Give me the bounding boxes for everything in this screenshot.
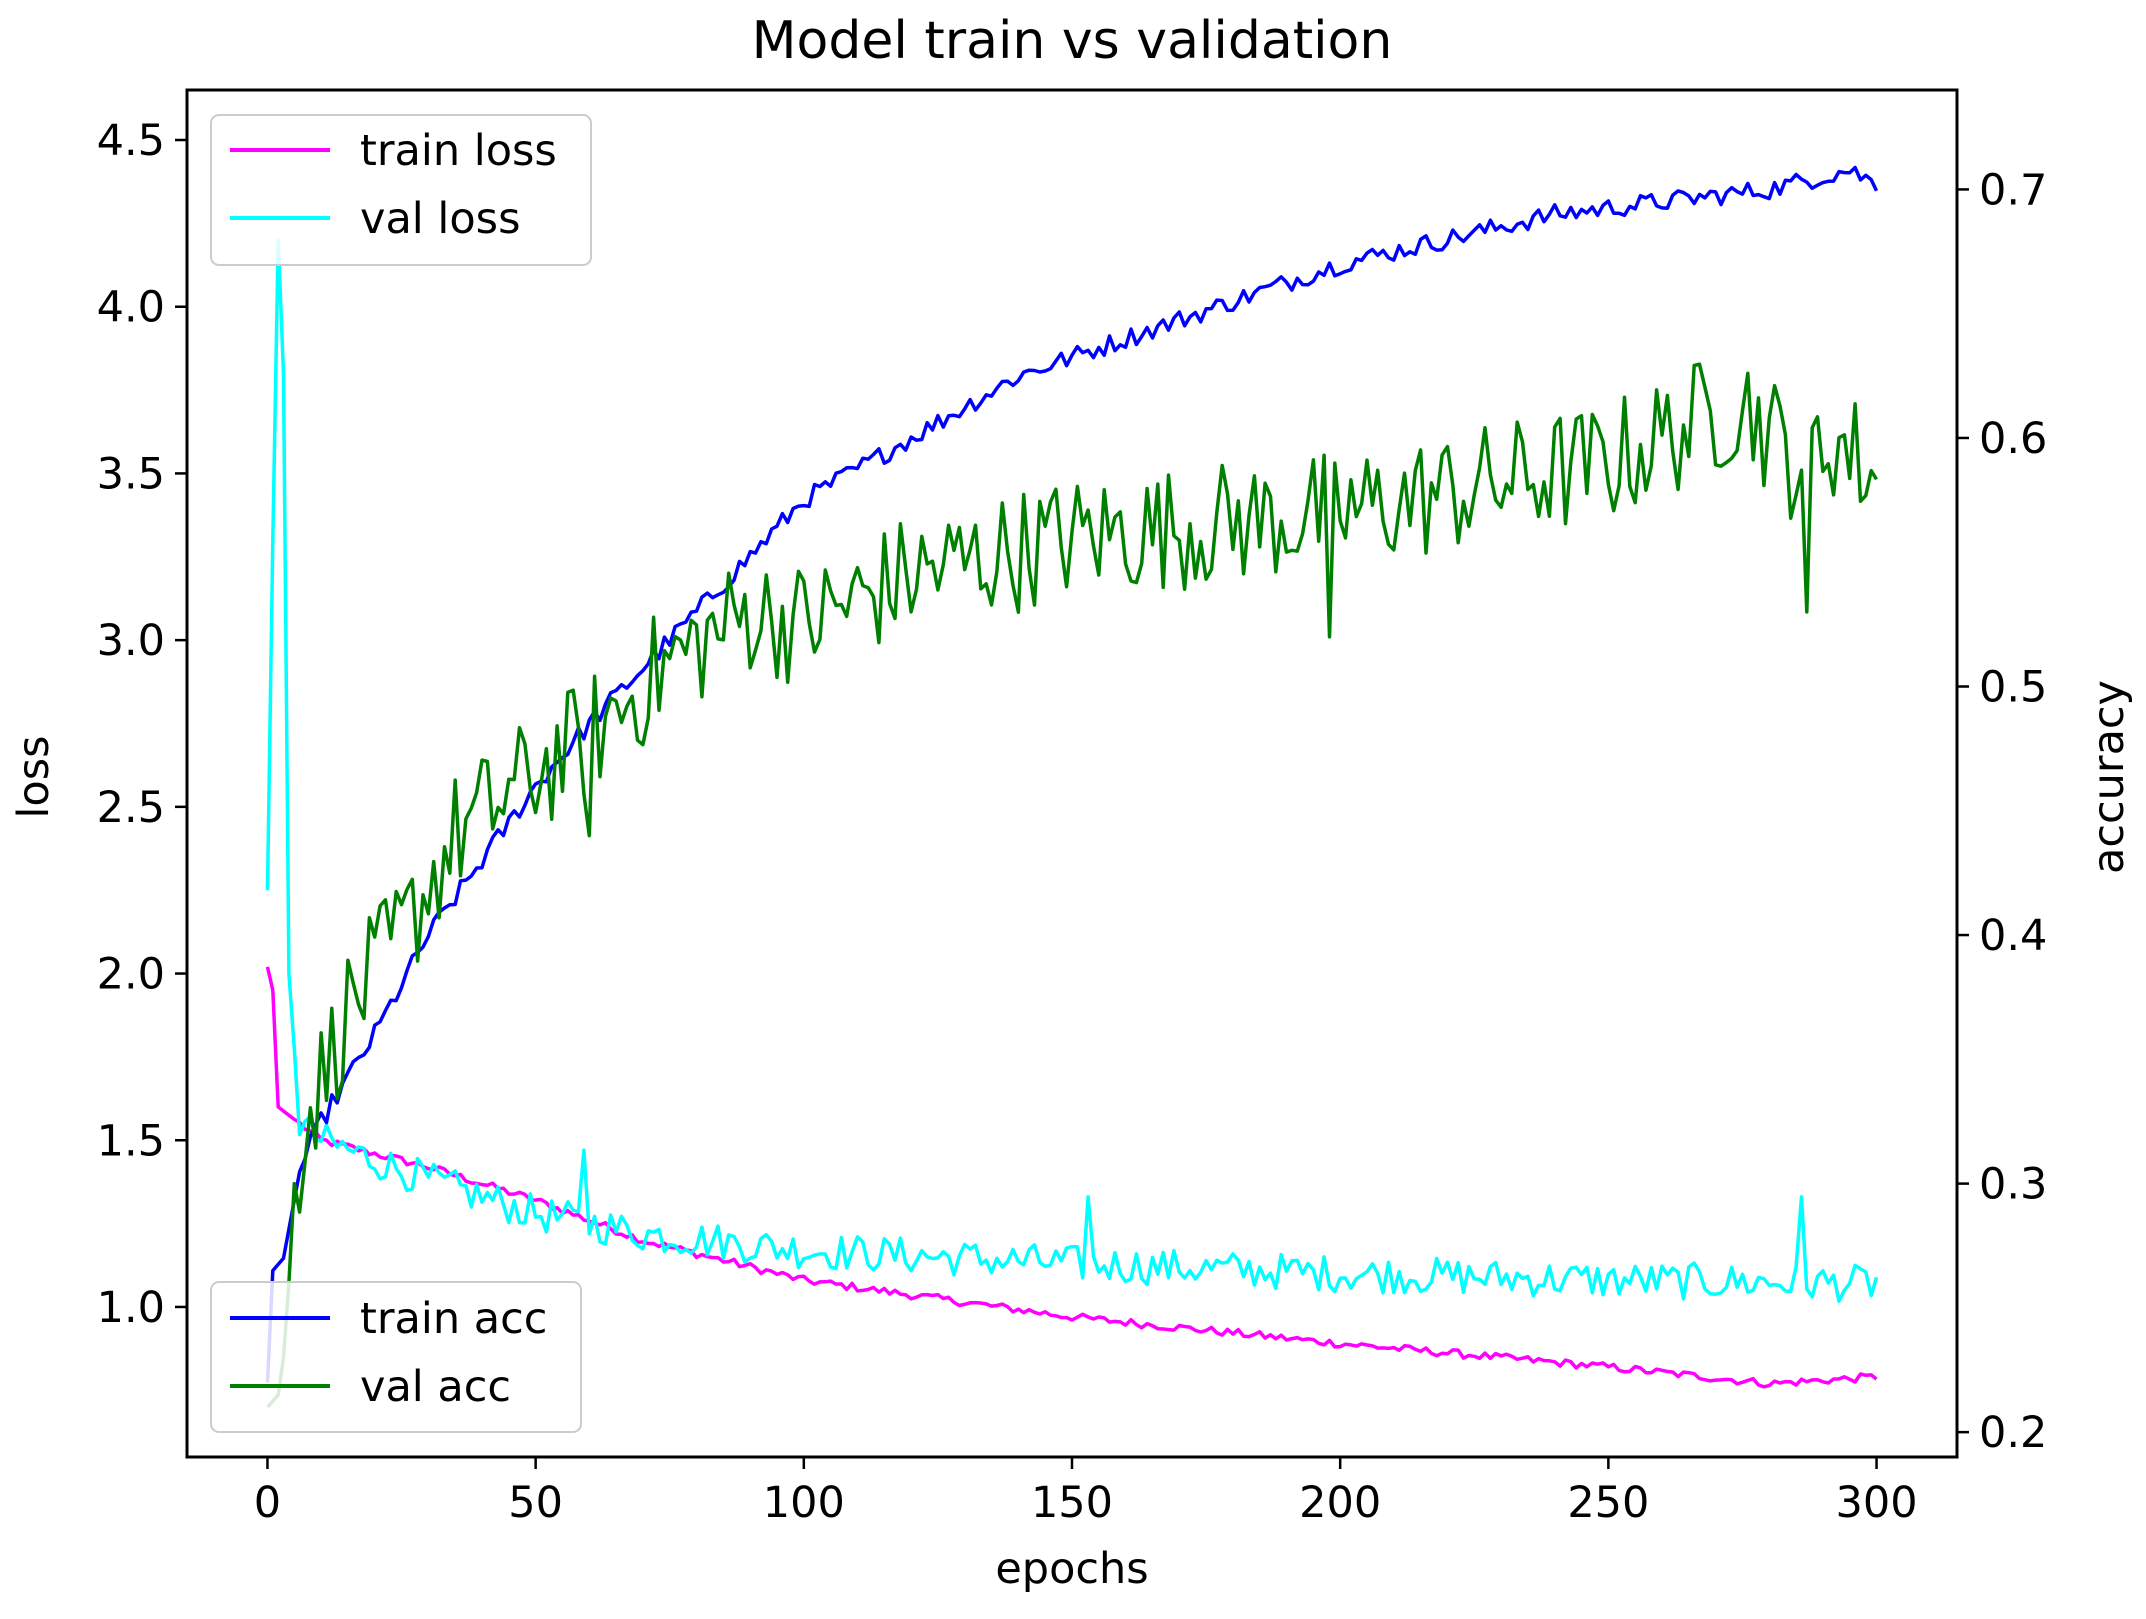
legend-val-acc-label: val acc xyxy=(360,1362,511,1412)
x-tick-label: 200 xyxy=(1299,1478,1381,1528)
chart-title: Model train vs validation xyxy=(752,11,1393,71)
x-tick-label: 300 xyxy=(1836,1478,1918,1528)
axes-layer: 0 50 100 150 200 250 300 1.0 1.5 2.0 2.5 3.0 3.5 4.0 4… xyxy=(97,88,2047,1528)
series-line-val-loss xyxy=(265,238,1879,1303)
y-right-tick-label: 0.3 xyxy=(1979,1160,2047,1210)
series-line-val-acc xyxy=(266,362,1878,1409)
x-tick-label: 250 xyxy=(1567,1478,1649,1528)
y-axis-label-left: loss xyxy=(9,735,59,818)
y-right-tick-label: 0.7 xyxy=(1979,165,2047,215)
x-tick-label: 0 xyxy=(254,1478,281,1528)
y-left-tick-label: 4.0 xyxy=(97,283,165,333)
y-right-tick-label: 0.5 xyxy=(1979,663,2047,713)
y-left-tick-label: 2.5 xyxy=(97,783,165,833)
x-tick-label: 150 xyxy=(1031,1478,1113,1528)
series-line-train-loss xyxy=(265,966,1878,1389)
y-right-tick-label: 0.2 xyxy=(1979,1408,2047,1458)
y-right-tick-label: 0.6 xyxy=(1979,414,2047,464)
x-axis-label: epochs xyxy=(995,1544,1148,1594)
y-left-tick-label: 1.5 xyxy=(97,1116,165,1166)
legend-loss-frame xyxy=(210,114,592,266)
x-tick-label: 50 xyxy=(508,1478,563,1528)
x-tick-label: 100 xyxy=(763,1478,845,1528)
series-line-train-acc xyxy=(265,165,1879,1383)
y-right-tick-label: 0.4 xyxy=(1979,911,2047,961)
y-left-tick-label: 3.5 xyxy=(97,449,165,499)
y-left-tick-label: 4.5 xyxy=(97,116,165,166)
y-axis-label-right: accuracy xyxy=(2084,680,2134,874)
legend-accuracy: train acc val acc xyxy=(210,1281,582,1433)
y-left-tick-label: 3.0 xyxy=(97,616,165,666)
legend-train-acc-label: train acc xyxy=(360,1294,547,1344)
legend-loss: train loss val loss xyxy=(210,114,592,266)
y-left-tick-label: 1.0 xyxy=(97,1283,165,1333)
y-left-tick-label: 2.0 xyxy=(97,950,165,1000)
legend-val-loss-label: val loss xyxy=(360,194,520,244)
series-layer xyxy=(265,165,1879,1409)
legend-train-loss-label: train loss xyxy=(360,126,557,176)
